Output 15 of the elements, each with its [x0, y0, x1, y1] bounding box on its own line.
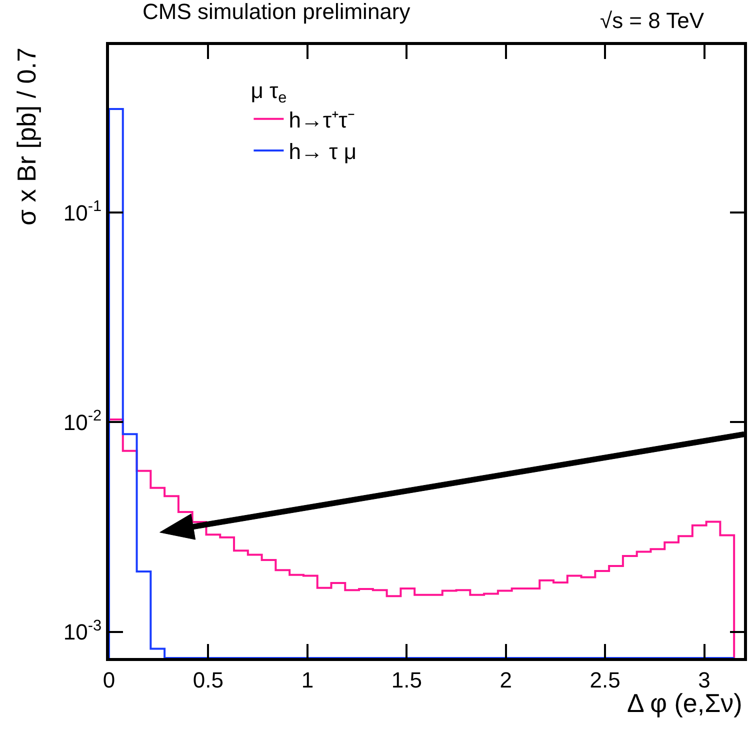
- x-tick-label: 2.5: [590, 667, 620, 692]
- x-tick-label: 0: [102, 667, 116, 692]
- legend-label: h→τ⁺τ⁻: [288, 108, 354, 132]
- chart-title: CMS simulation preliminary: [142, 0, 410, 24]
- y-tick-label: 10$^{-3}$: [63, 617, 102, 645]
- x-tick-label: 2: [500, 667, 512, 692]
- legend-label: h→ τ μ: [288, 139, 357, 164]
- x-tick-label: 0.5: [192, 667, 224, 692]
- text: √s = 8 TeV: [600, 8, 704, 33]
- x-tick-label: 1.5: [391, 667, 422, 692]
- y-tick-label: 10$^{-2}$: [63, 408, 102, 435]
- legend-title: μ τ$_{e}$: [250, 78, 287, 107]
- y-axis-title: σ x Br [pb] / 0.7: [11, 48, 42, 226]
- y-tick-label: 10$^{-1}$: [63, 198, 102, 226]
- x-tick-label: 1: [301, 667, 314, 692]
